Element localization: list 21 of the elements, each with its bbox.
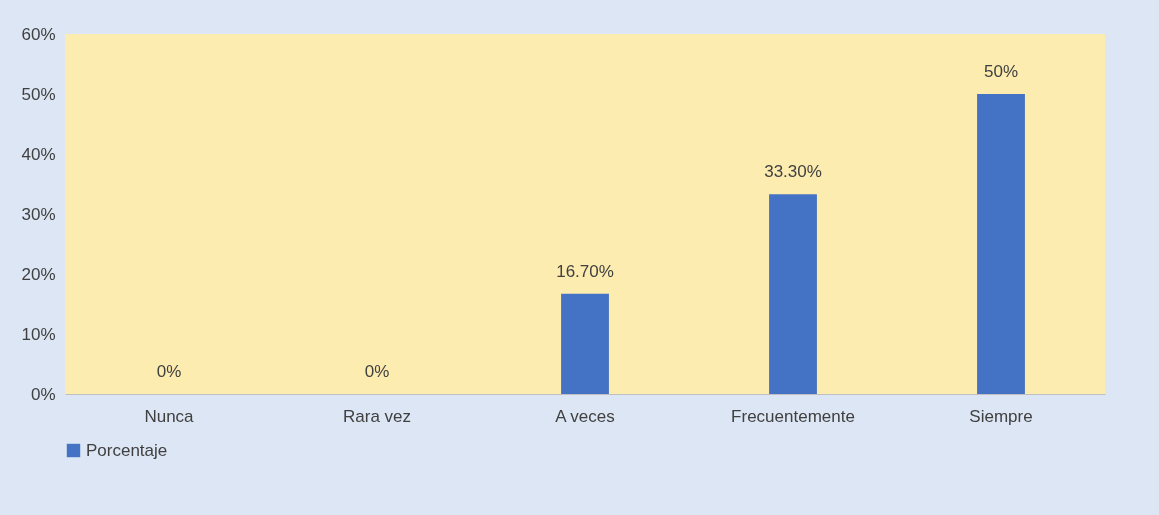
bar <box>769 194 817 394</box>
y-tick-label: 50% <box>21 84 56 104</box>
x-tick-label: Nunca <box>144 406 195 426</box>
y-tick-label: 60% <box>21 24 56 44</box>
y-tick-label: 20% <box>21 264 56 284</box>
y-tick-label: 40% <box>21 144 56 164</box>
bar <box>561 293 609 394</box>
y-tick-label: 30% <box>21 204 56 224</box>
data-label: 16.70% <box>556 261 614 281</box>
data-label: 0% <box>364 362 390 381</box>
data-label: 0% <box>156 362 182 381</box>
x-tick-label: Siempre <box>969 406 1033 426</box>
data-label: 50% <box>983 62 1019 81</box>
y-tick-label: 0% <box>30 384 56 404</box>
x-tick-label: Frecuentemente <box>731 406 855 426</box>
y-tick-label: 10% <box>21 324 56 344</box>
x-tick-label: Rara vez <box>342 406 412 426</box>
bar <box>977 94 1025 394</box>
legend-label: Porcentaje <box>86 440 168 460</box>
data-label: 33.30% <box>764 162 822 182</box>
x-tick-label: A veces <box>555 406 615 426</box>
